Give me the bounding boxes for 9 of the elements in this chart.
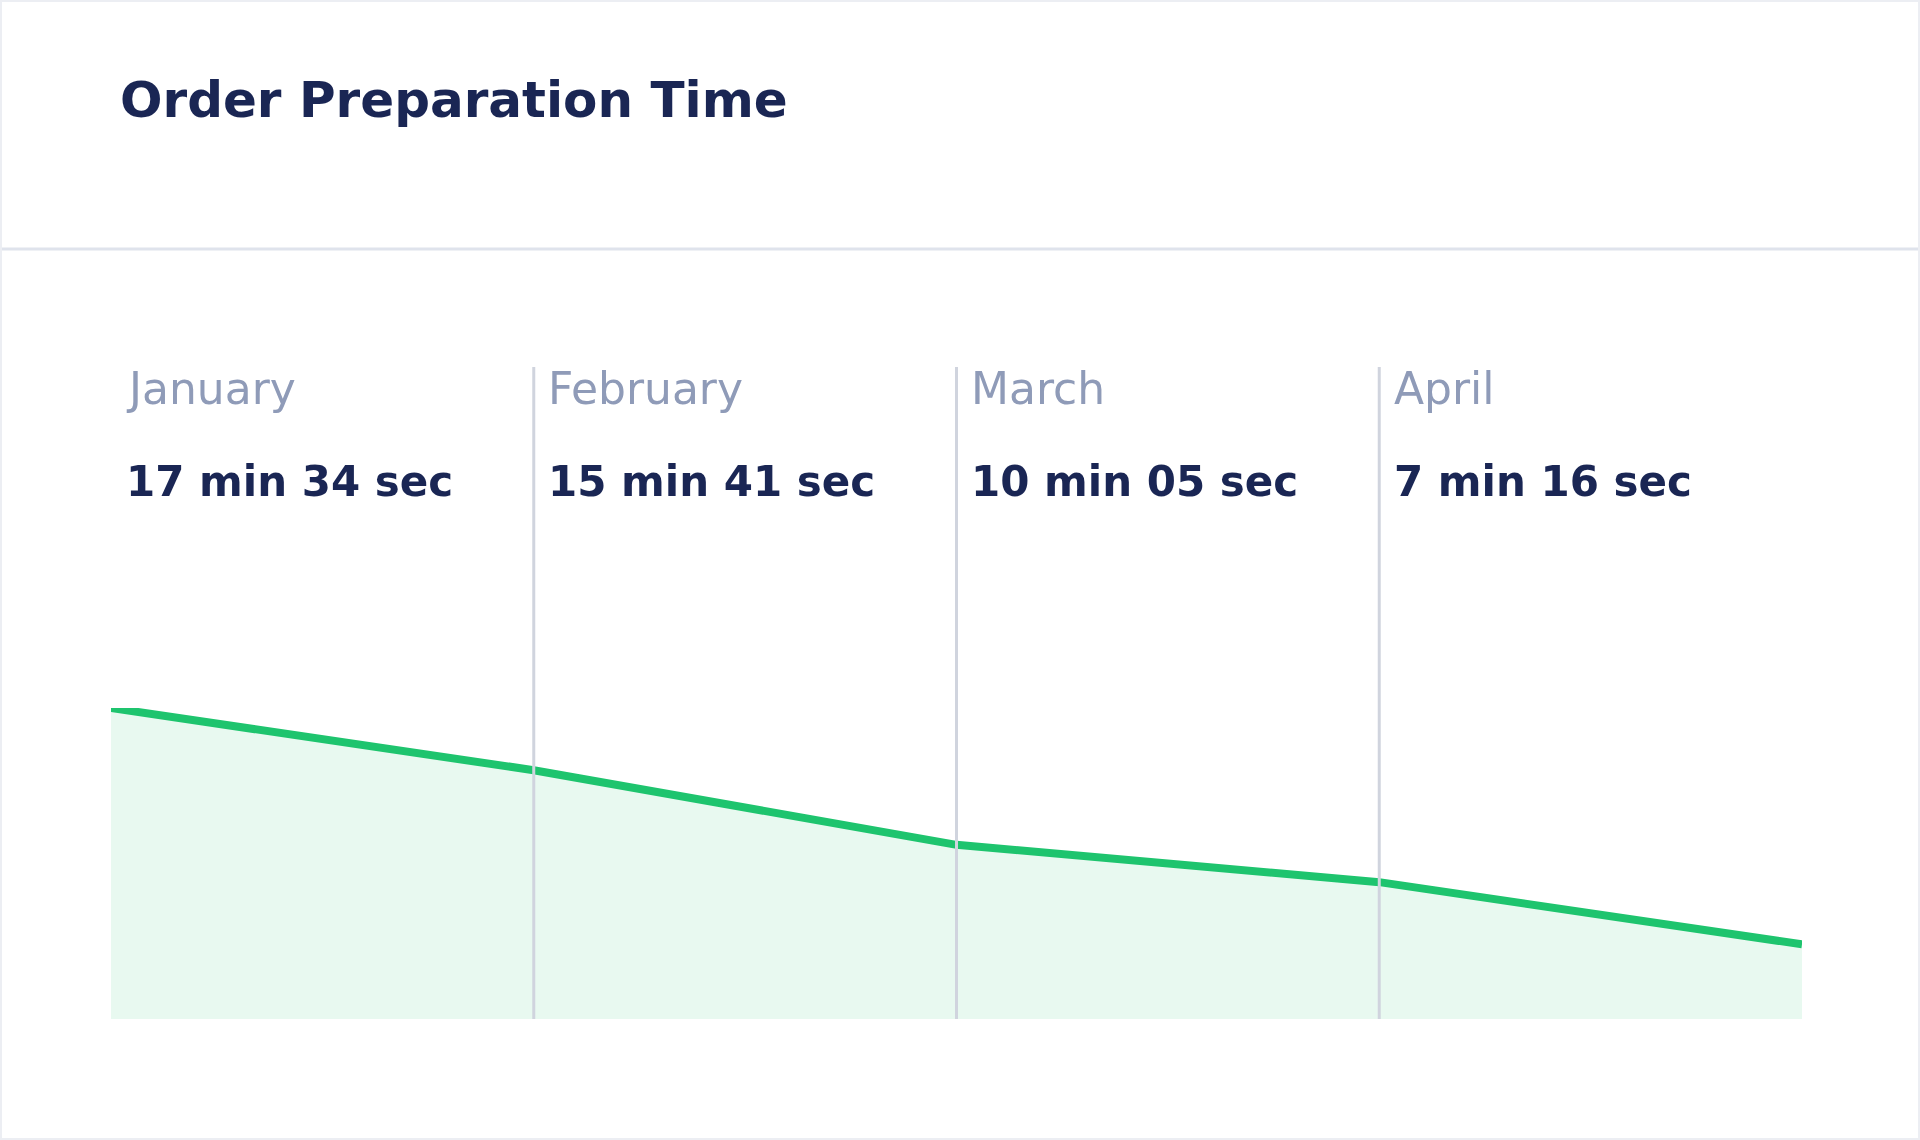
text: March — [971, 363, 1106, 414]
text: 10 min 05 sec — [971, 457, 1299, 506]
chart-title: Order Preparation Time — [120, 71, 788, 129]
text: 17 min 34 sec — [126, 457, 454, 506]
text: April — [1394, 363, 1495, 414]
text: 15 min 41 sec — [548, 457, 876, 506]
text: February — [548, 363, 743, 414]
text: 7 min 16 sec — [1394, 457, 1692, 506]
text: January — [126, 363, 296, 414]
